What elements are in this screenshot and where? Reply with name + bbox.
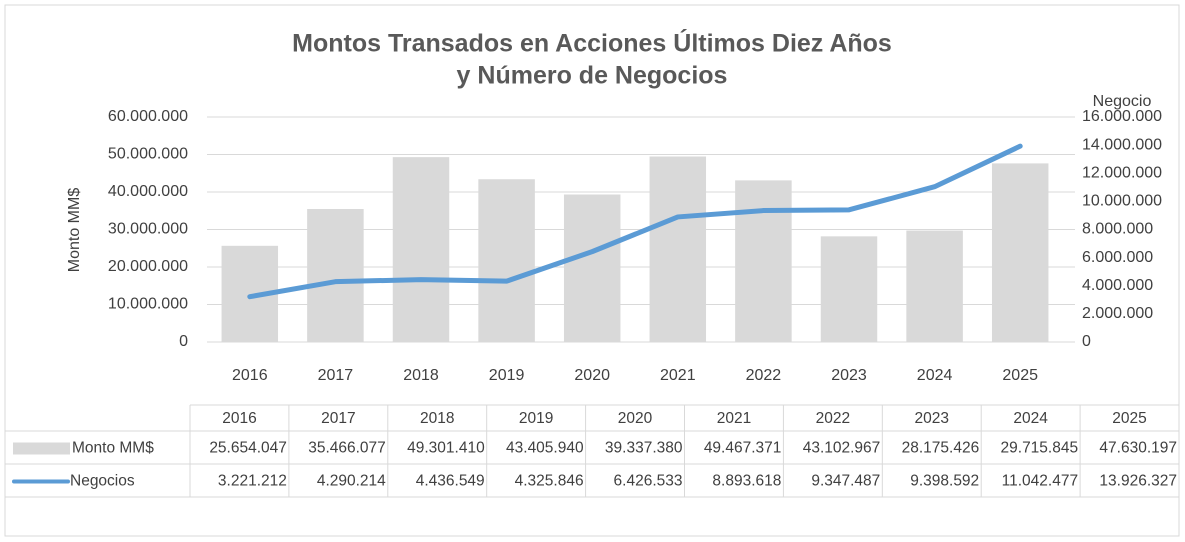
table-header: 2022 (816, 410, 850, 427)
y2-tick-label: 10.000.000 (1082, 193, 1162, 210)
y-tick-label: 40.000.000 (108, 183, 188, 200)
line (247, 143, 1023, 300)
legend-swatch (13, 442, 70, 455)
y2-tick-label: 12.000.000 (1082, 164, 1162, 181)
table-cell: 35.466.077 (308, 440, 386, 457)
y2-axis-label: Negocio (1093, 93, 1152, 110)
y2-tick-label: 2.000.000 (1082, 305, 1153, 322)
table-cell: 29.715.845 (1001, 440, 1079, 457)
table-cell: 13.926.327 (1099, 473, 1177, 490)
y-tick-label: 50.000.000 (108, 146, 188, 163)
bar (735, 180, 792, 342)
y2-tick-label: 14.000.000 (1082, 136, 1162, 153)
table-cell: 6.426.533 (614, 473, 683, 490)
table-header: 2023 (915, 410, 949, 427)
table-cell: 4.325.846 (515, 473, 584, 490)
chart-title: y Número de Negocios (457, 62, 728, 90)
y2-tick-label: 0 (1082, 333, 1091, 350)
x-tick-label: 2022 (746, 367, 782, 384)
y2-tick-label: 16.000.000 (1082, 108, 1162, 125)
table-cell: 25.654.047 (209, 440, 287, 457)
x-tick-label: 2016 (232, 367, 268, 384)
table-cell: 43.405.940 (506, 440, 584, 457)
table-cell: 39.337.380 (605, 440, 683, 457)
y2-tick-label: 4.000.000 (1082, 277, 1153, 294)
y-tick-label: 0 (179, 333, 188, 350)
y-tick-label: 20.000.000 (108, 258, 188, 275)
table-header: 2019 (519, 410, 553, 427)
table-cell: 28.175.426 (902, 440, 980, 457)
y-tick-label: 60.000.000 (108, 108, 188, 125)
table-header: 2018 (420, 410, 454, 427)
x-tick-label: 2019 (489, 367, 525, 384)
y2-tick-label: 8.000.000 (1082, 221, 1153, 238)
table-cell: 9.347.487 (811, 473, 880, 490)
table-header: 2020 (618, 410, 653, 427)
bar (478, 179, 535, 342)
bar (563, 194, 621, 342)
x-tick-label: 2025 (1002, 367, 1038, 384)
table-cell: 11.042.477 (1002, 473, 1078, 490)
bar (649, 156, 707, 342)
bar (820, 236, 878, 342)
table-cell: 49.301.410 (407, 440, 485, 457)
x-tick-label: 2020 (574, 367, 610, 384)
y-axis-label: Monto MM$ (66, 188, 83, 273)
x-tick-label: 2023 (831, 367, 867, 384)
table-cell: 9.398.592 (910, 473, 979, 490)
table-cell: 3.221.212 (218, 473, 287, 490)
legend-label: Monto MM$ (72, 440, 154, 457)
table-cell: 4.436.549 (416, 473, 485, 490)
table-cell: 8.893.618 (712, 473, 781, 490)
table-header: 2024 (1013, 410, 1048, 427)
bar (906, 230, 963, 342)
bar (991, 163, 1049, 342)
legend-label: Negocios (70, 473, 135, 490)
table-header: 2025 (1112, 410, 1146, 427)
table-cell: 43.102.967 (803, 440, 881, 457)
table-cell: 49.467.371 (704, 440, 782, 457)
bar (307, 209, 364, 342)
table-header: 2016 (222, 410, 256, 427)
x-tick-label: 2021 (660, 367, 696, 384)
table-header: 2017 (321, 410, 355, 427)
table-cell: 4.290.214 (317, 473, 386, 490)
x-tick-label: 2018 (403, 367, 439, 384)
x-tick-label: 2024 (917, 367, 953, 384)
table-header: 2021 (717, 410, 751, 427)
y-tick-label: 10.000.000 (108, 296, 188, 313)
chart-title: Montos Transados en Acciones Últimos Die… (292, 28, 892, 58)
bar (392, 157, 450, 342)
y-tick-label: 30.000.000 (108, 221, 188, 238)
y2-tick-label: 6.000.000 (1082, 249, 1153, 266)
table-cell: 47.630.197 (1099, 440, 1177, 457)
x-tick-label: 2017 (318, 367, 354, 384)
